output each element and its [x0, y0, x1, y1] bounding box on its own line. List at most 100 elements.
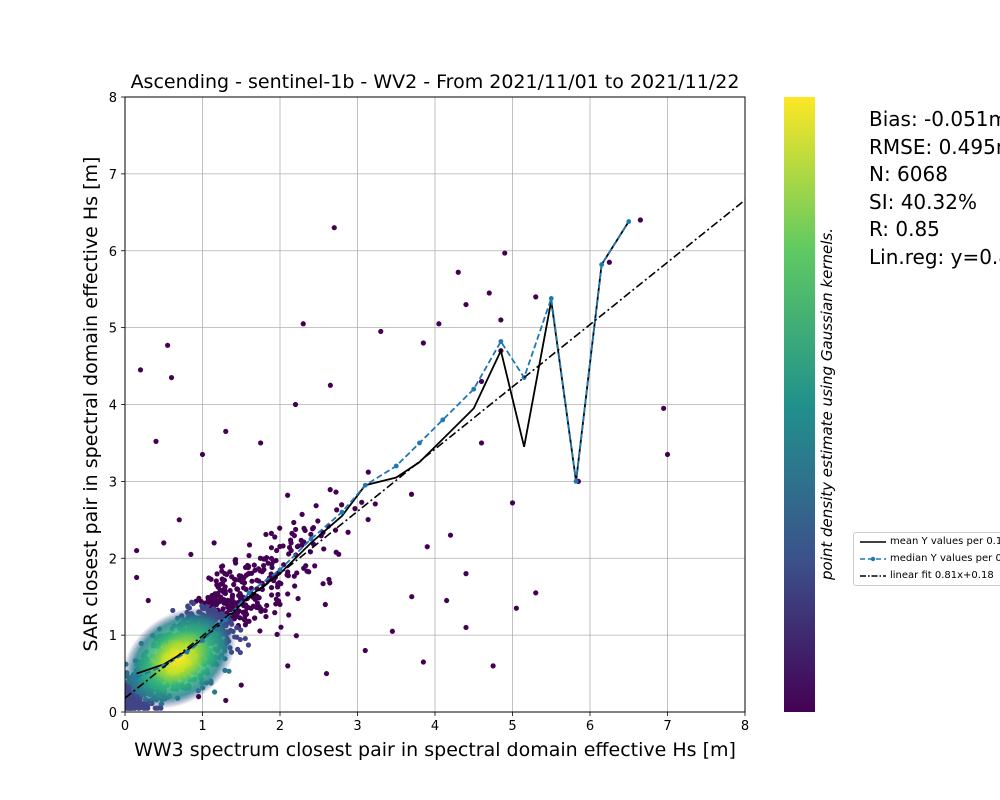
scatter-point: [235, 646, 241, 652]
chart-title: Ascending - sentinel-1b - WV2 - From 202…: [131, 71, 740, 93]
scatter-point: [241, 580, 247, 586]
scatter-point: [286, 612, 292, 618]
scatter-point: [223, 697, 229, 704]
y-tick-label: 1: [109, 629, 117, 644]
scatter-point: [309, 526, 316, 532]
scatter-point: [268, 555, 275, 562]
series-marker-median: [393, 463, 399, 469]
scatter-point: [661, 405, 667, 411]
series-marker-median: [626, 219, 632, 224]
scatter-point: [513, 605, 519, 611]
scatter-point: [408, 491, 415, 497]
colorbar: [784, 97, 815, 712]
scatter-point: [127, 701, 133, 707]
scatter-point: [664, 451, 671, 458]
series-marker-median: [417, 440, 422, 446]
density-core: [125, 607, 236, 709]
scatter-point: [285, 663, 291, 669]
scatter-point: [331, 225, 337, 231]
scatter-point: [219, 576, 225, 582]
scatter-point: [302, 527, 308, 534]
scatter-point: [277, 525, 283, 531]
scatter-point: [219, 581, 225, 587]
scatter-point: [301, 539, 307, 545]
stat-si: SI: 40.32%: [869, 189, 977, 214]
scatter-point: [277, 601, 283, 607]
series-marker-median: [277, 567, 283, 573]
x-tick-label: 1: [198, 719, 206, 734]
scatter-point: [258, 606, 264, 612]
scatter-point: [424, 544, 430, 550]
scatter-point: [300, 321, 306, 327]
scatter-point: [274, 584, 281, 590]
scatter-point: [291, 519, 297, 526]
scatter-point: [268, 530, 274, 536]
scatter-point: [137, 367, 144, 373]
scatter-point: [229, 602, 235, 608]
stat-r: R: 0.85: [869, 217, 940, 242]
scatter-points: [134, 217, 671, 704]
scatter-point: [199, 603, 205, 609]
y-tick-label: 2: [109, 552, 117, 567]
scatter-point: [463, 301, 469, 308]
scatter-point: [168, 374, 175, 381]
scatter-point: [308, 531, 314, 537]
series-marker-median: [246, 590, 252, 596]
scatter-point: [295, 543, 301, 549]
scatter-point: [287, 537, 294, 543]
scatter-point: [378, 328, 384, 335]
scatter-point: [212, 689, 218, 695]
scatter-point: [292, 583, 298, 589]
scatter-point: [254, 593, 260, 599]
scatter-point: [285, 591, 291, 597]
series-marker-median: [200, 638, 205, 643]
series-line-median: [136, 221, 630, 679]
scatter-point: [389, 628, 395, 634]
scatter-point: [478, 440, 485, 446]
scatter-point: [246, 552, 252, 559]
y-tick-label: 0: [109, 706, 117, 721]
scatter-point: [455, 269, 461, 275]
series-line-mean: [136, 221, 630, 675]
scatter-point: [222, 590, 228, 596]
scatter-point: [293, 526, 299, 533]
series-marker-median: [599, 262, 605, 267]
scatter-point: [206, 575, 212, 581]
scatter-point: [254, 600, 261, 606]
scatter-point: [272, 610, 278, 616]
scatter-point: [217, 597, 223, 604]
y-tick-label: 4: [109, 399, 117, 414]
legend-swatches: [860, 541, 886, 577]
scatter-point: [126, 705, 133, 711]
scatter-point: [234, 586, 240, 592]
legend-label-median: median Y values per 0.1m bin: [890, 553, 1000, 564]
scatter-point: [280, 543, 286, 549]
x-tick-label: 3: [353, 719, 361, 734]
scatter-point: [153, 438, 159, 444]
scatter-point: [234, 625, 240, 631]
stats-box: Bias: -0.051m RMSE: 0.495m N: 6068 SI: 4…: [869, 106, 1000, 272]
scatter-point: [362, 647, 368, 654]
scatter-point: [243, 572, 249, 578]
scatter-point: [486, 290, 492, 296]
scatter-point: [339, 502, 345, 508]
scatter-point: [238, 682, 244, 688]
scatter-point: [214, 571, 220, 577]
scatter-point: [463, 571, 469, 577]
series-marker-median: [471, 386, 477, 392]
y-axis-ticks: 0 1 2 3 4 5 6 7 8: [109, 91, 125, 721]
scatter-point: [248, 605, 254, 611]
series-marker-median: [339, 509, 345, 515]
x-axis-label: WW3 spectrum closest pair in spectral do…: [134, 739, 736, 761]
scatter-point: [275, 591, 281, 598]
x-tick-label: 5: [508, 719, 516, 734]
scatter-point: [211, 593, 217, 599]
stat-linreg: Lin.reg: y=0.81x+0.18: [869, 244, 1000, 269]
scatter-point: [436, 321, 442, 327]
scatter-point: [637, 217, 643, 223]
scatter-point: [262, 607, 268, 614]
colorbar-label: point density estimate using Gaussian ke…: [818, 228, 836, 581]
scatter-point: [312, 563, 318, 569]
scatter-point: [215, 590, 221, 596]
y-tick-label: 3: [109, 475, 117, 490]
